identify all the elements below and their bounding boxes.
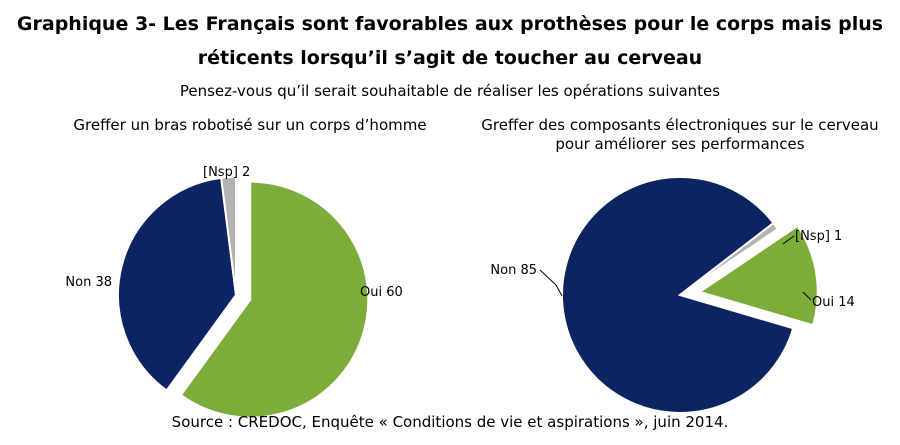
pie1-label-nsp: [Nsp] 2 [203, 165, 250, 180]
pie1-slice-oui [179, 180, 370, 419]
pie2-label-oui: Oui 14 [812, 295, 855, 310]
pie2: Oui 14 Non 85 [Nsp] 1 [490, 176, 855, 414]
pie2-label-non: Non 85 [490, 263, 537, 278]
pie1-title-line1: Greffer un bras robotisé sur un corps d’… [73, 116, 427, 134]
pie2-leader-nsp [782, 235, 795, 245]
source-note: Source : CREDOC, Enquête « Conditions de… [171, 413, 729, 431]
chart-title-line2: réticents lorsqu’il s’agit de toucher au… [197, 47, 703, 69]
pie2-title-line2: pour améliorer ses performances [555, 135, 805, 153]
pie1-title: Greffer un bras robotisé sur un corps d’… [30, 116, 470, 135]
chart-title-line1: Graphique 3- Les Français sont favorable… [16, 13, 884, 35]
pie2-leader-oui [802, 291, 812, 301]
pie2-slice-oui [697, 224, 819, 327]
pie2-title: Greffer des composants électroniques sur… [460, 116, 900, 154]
pie1-slice-non [117, 176, 238, 392]
pie2-leader-non [539, 269, 563, 297]
pie2-title-line1: Greffer des composants électroniques sur… [481, 116, 879, 134]
pie2-label-nsp: [Nsp] 1 [795, 229, 842, 244]
pie2-slice-nsp [679, 221, 780, 296]
pie2-slice-non [561, 176, 795, 414]
pie1-slice-nsp [220, 175, 237, 296]
pie1-label-non: Non 38 [65, 275, 112, 290]
pie1-label-oui: Oui 60 [360, 285, 403, 300]
pie1: Oui 60 Non 38 [Nsp] 2 [65, 165, 403, 419]
chart-subtitle: Pensez-vous qu’il serait souhaitable de … [179, 82, 721, 100]
